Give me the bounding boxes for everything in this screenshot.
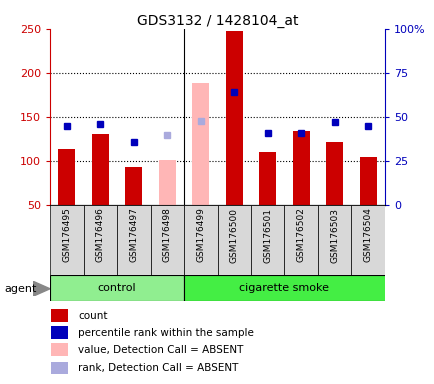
Bar bbox=[50, 275, 184, 301]
Bar bbox=[326, 142, 342, 205]
Bar bbox=[250, 205, 284, 275]
Bar bbox=[317, 205, 351, 275]
Bar bbox=[259, 152, 276, 205]
Bar bbox=[351, 205, 384, 275]
Text: GSM176497: GSM176497 bbox=[129, 207, 138, 262]
Text: rank, Detection Call = ABSENT: rank, Detection Call = ABSENT bbox=[78, 363, 238, 373]
Bar bbox=[158, 159, 175, 205]
Bar bbox=[92, 134, 108, 205]
Bar bbox=[51, 309, 68, 322]
Text: GSM176495: GSM176495 bbox=[62, 207, 71, 262]
Text: cigarette smoke: cigarette smoke bbox=[239, 283, 329, 293]
Text: GSM176502: GSM176502 bbox=[296, 207, 305, 262]
Text: GSM176499: GSM176499 bbox=[196, 207, 205, 262]
Bar bbox=[184, 205, 217, 275]
Text: GSM176500: GSM176500 bbox=[229, 207, 238, 263]
Text: GSM176496: GSM176496 bbox=[95, 207, 105, 262]
Bar bbox=[192, 83, 209, 205]
Bar bbox=[284, 205, 317, 275]
Bar bbox=[83, 205, 117, 275]
Title: GDS3132 / 1428104_at: GDS3132 / 1428104_at bbox=[136, 14, 298, 28]
Text: GSM176498: GSM176498 bbox=[162, 207, 171, 262]
Bar bbox=[150, 205, 184, 275]
Text: GSM176504: GSM176504 bbox=[363, 207, 372, 262]
Bar bbox=[117, 205, 150, 275]
Bar bbox=[50, 205, 83, 275]
Bar bbox=[292, 131, 309, 205]
Bar bbox=[217, 205, 250, 275]
Bar bbox=[125, 167, 142, 205]
Text: GSM176501: GSM176501 bbox=[263, 207, 272, 263]
Polygon shape bbox=[33, 281, 50, 296]
Bar bbox=[225, 31, 242, 205]
Text: GSM176503: GSM176503 bbox=[329, 207, 339, 263]
Text: count: count bbox=[78, 311, 107, 321]
Bar bbox=[51, 362, 68, 374]
Bar bbox=[359, 157, 376, 205]
Text: percentile rank within the sample: percentile rank within the sample bbox=[78, 328, 253, 338]
Text: agent: agent bbox=[4, 284, 36, 294]
Text: control: control bbox=[98, 283, 136, 293]
Bar bbox=[184, 275, 401, 301]
Bar bbox=[58, 149, 75, 205]
Bar bbox=[51, 343, 68, 356]
Bar bbox=[51, 326, 68, 339]
Text: value, Detection Call = ABSENT: value, Detection Call = ABSENT bbox=[78, 344, 243, 354]
